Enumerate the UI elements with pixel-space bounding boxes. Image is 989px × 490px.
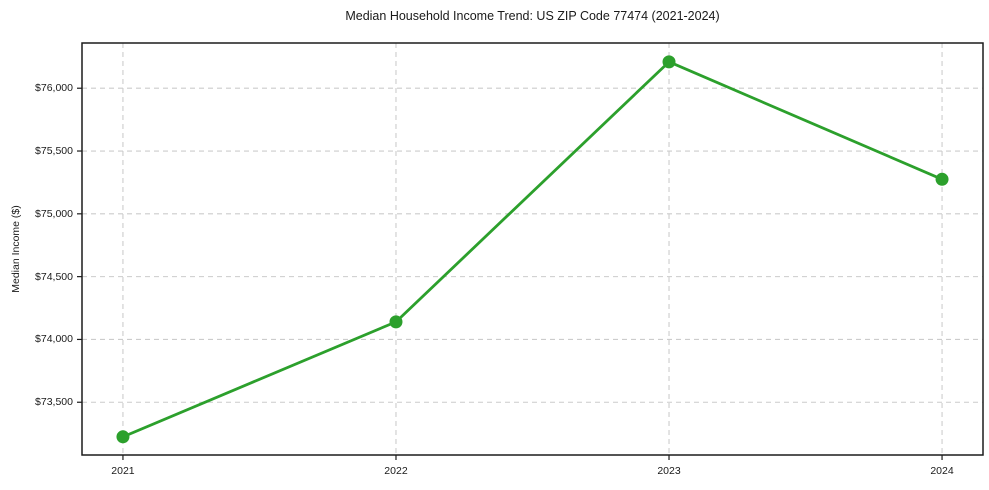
data-point-marker xyxy=(662,55,676,69)
y-tick-label: $73,500 xyxy=(35,396,73,409)
data-point-marker xyxy=(116,430,130,444)
y-tick-label: $75,500 xyxy=(35,145,73,158)
plot-frame xyxy=(81,42,984,456)
x-tick-label: 2023 xyxy=(657,465,681,477)
y-tick-label: $76,000 xyxy=(35,82,73,95)
y-tick-label: $74,000 xyxy=(35,333,73,346)
data-point-marker xyxy=(389,315,403,329)
data-point-marker xyxy=(935,172,949,186)
y-tick-label: $75,000 xyxy=(35,207,73,220)
x-tick-label: 2021 xyxy=(111,465,135,477)
y-tick-label: $74,500 xyxy=(35,270,73,283)
x-tick-label: 2022 xyxy=(384,465,408,477)
series-line xyxy=(121,60,944,439)
chart-title: Median Household Income Trend: US ZIP Co… xyxy=(345,9,720,23)
x-tick-label: 2024 xyxy=(930,465,954,477)
